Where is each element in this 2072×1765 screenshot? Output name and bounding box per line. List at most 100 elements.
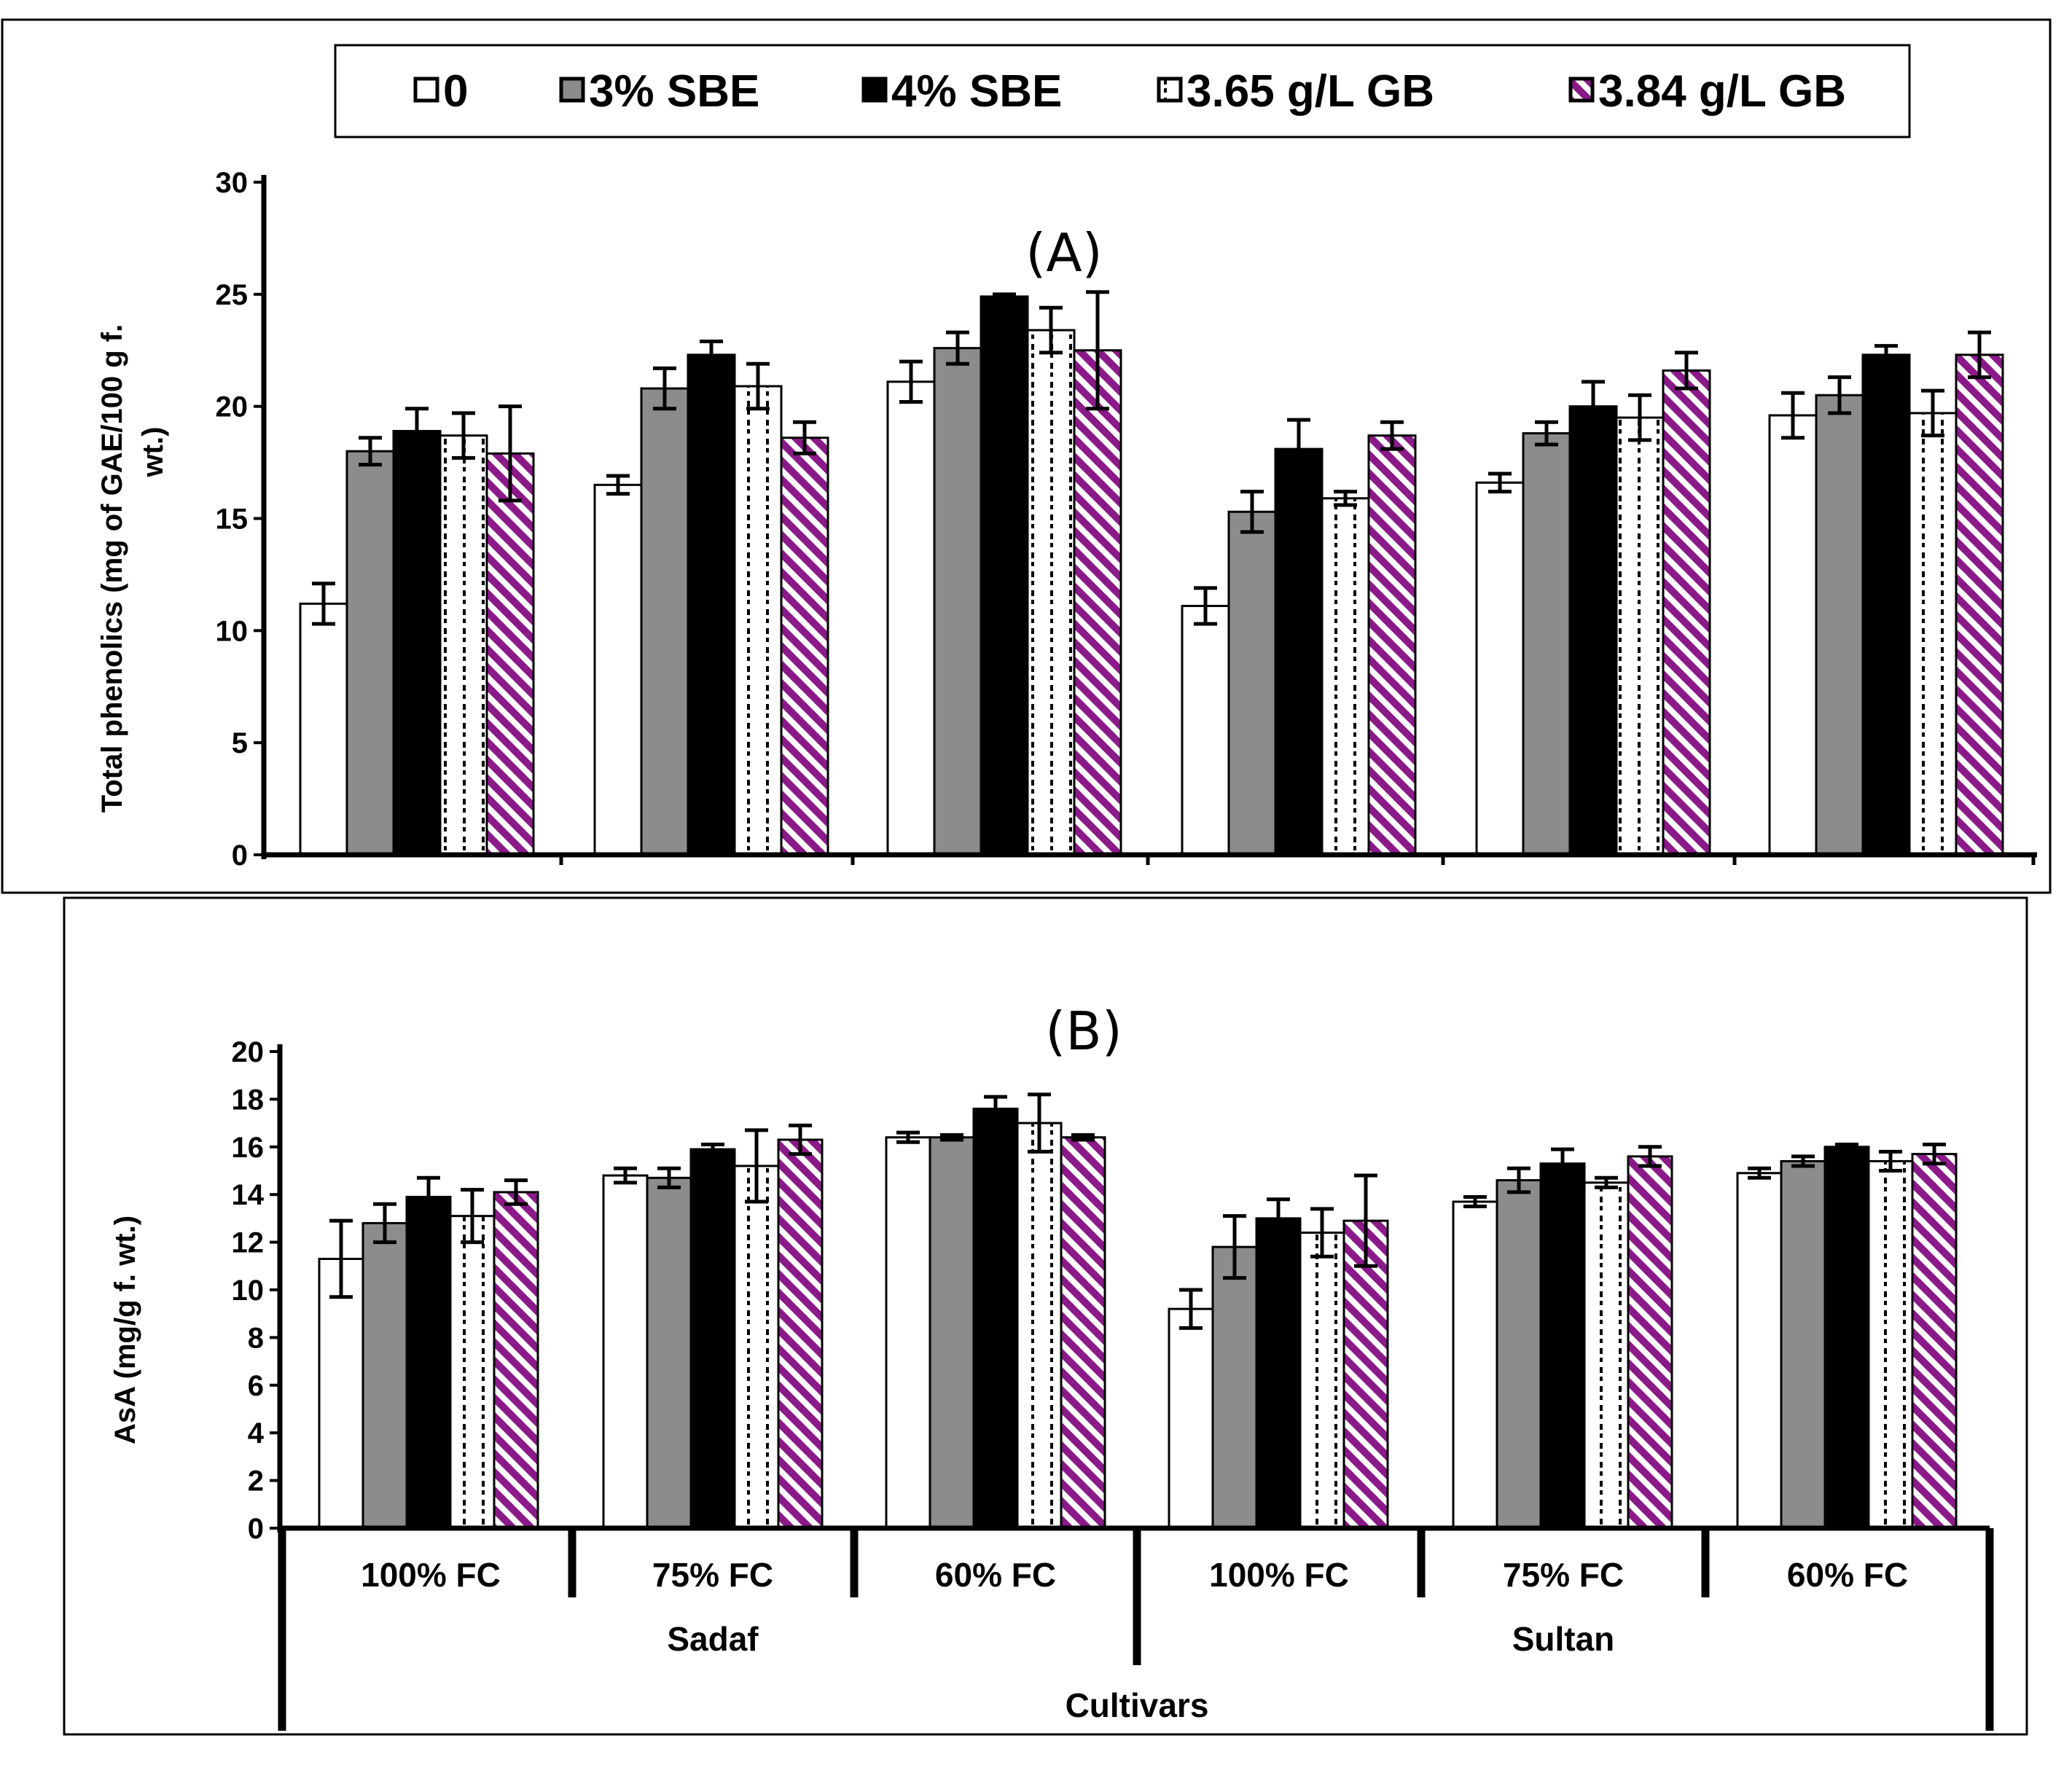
chart-a-bar <box>1662 369 1711 856</box>
chart-a-error-bar <box>993 292 1016 301</box>
chart-a-bar <box>1227 510 1277 856</box>
chart-a-error-bar <box>499 404 522 503</box>
chart-a-y-tick-label: 5 <box>232 727 248 759</box>
chart-b-y-tick-label: 6 <box>248 1370 264 1402</box>
chart-b-error-bar <box>1791 1154 1815 1168</box>
category-label-fc: 60% FC <box>1787 1556 1908 1594</box>
chart-b-bar <box>493 1191 539 1530</box>
category-label-cultivar: Sultan <box>1512 1620 1615 1658</box>
chart-a-bar <box>1568 405 1618 856</box>
chart-a-bar <box>485 452 535 856</box>
chart-a-bar <box>780 437 829 856</box>
chart-b-error-bar <box>1748 1166 1771 1180</box>
chart-b-error-bar <box>1507 1166 1530 1194</box>
chart-b-error-bar <box>1551 1147 1574 1180</box>
chart-b-bar <box>1867 1159 1914 1530</box>
chart-a-error-bar <box>359 436 382 467</box>
chart-a-error-bar <box>1781 391 1805 440</box>
chart-b-bar <box>646 1176 692 1530</box>
chart-a-bar <box>933 347 982 856</box>
chart-b-y-tick-label: 20 <box>232 1036 265 1068</box>
chart-b-bar <box>733 1165 780 1530</box>
chart-a-error-bar <box>899 359 923 404</box>
chart-a-y-tick-label: 25 <box>216 279 249 311</box>
chart-b-error-bar <box>701 1143 724 1157</box>
chart-a-y-tick-label: 20 <box>216 391 249 423</box>
chart-a-error-bar <box>793 420 816 455</box>
chart-a-error-bar <box>606 474 630 496</box>
chart-b-bar <box>1539 1162 1586 1530</box>
chart-b-error-bar <box>417 1175 440 1218</box>
chart-a-y-tick-label: 30 <box>216 167 249 199</box>
chart-b-bar <box>1168 1307 1214 1530</box>
chart-b-error-bar <box>984 1095 1007 1123</box>
chart-a-error-bar <box>1287 418 1310 480</box>
chart-b-error-bar <box>1179 1288 1203 1330</box>
panel-b-label: (B) <box>1045 1001 1122 1062</box>
legend-swatch-sbe4 <box>861 77 888 103</box>
chart-a-error-bar <box>1380 420 1404 451</box>
chart-a-error-bar <box>1675 351 1698 391</box>
chart-a-bar <box>439 434 488 856</box>
chart-b-bar <box>449 1215 496 1530</box>
chart-b-error-bar <box>745 1128 768 1204</box>
chart-a-bar <box>1073 349 1122 856</box>
chart-a-error-bar <box>700 339 723 370</box>
chart-b-bar <box>602 1174 649 1530</box>
chart-b-bar <box>777 1138 824 1530</box>
legend-swatch-gb365 <box>1157 77 1183 103</box>
chart-a-error-bar <box>1921 388 1944 438</box>
chart-b-error-bar <box>1463 1194 1487 1209</box>
legend-label-sbe4: 4% SBE <box>891 66 1062 117</box>
chart-a-bar <box>886 380 936 856</box>
chart-a-bar <box>1274 447 1324 856</box>
chart-b-bar <box>929 1136 975 1530</box>
category-label-fc: 75% FC <box>652 1556 773 1594</box>
category-label-fc: 60% FC <box>935 1556 1056 1594</box>
panel-a-y-axis-title: Total phenolics (mg of GAE/100 g f. <box>96 324 128 813</box>
chart-b-bar <box>1211 1245 1258 1530</box>
chart-b-error-bar <box>373 1202 396 1245</box>
panel-a-label: (A) <box>1025 222 1102 283</box>
chart-b-y-tick-label: 16 <box>232 1132 265 1164</box>
chart-a-bar <box>1475 481 1525 856</box>
chart-b: 0 2 4 6 8 10 12 14 16 18 20 <box>232 1036 1990 1545</box>
chart-a-error-bar <box>1874 344 1898 366</box>
chart-a-bar <box>345 450 395 856</box>
chart-a-bar <box>1026 329 1076 856</box>
chart-a-bar <box>1522 432 1571 856</box>
chart-b-error-bar <box>896 1130 920 1144</box>
chart-a-error-bar <box>1828 375 1851 415</box>
chart-a-error-bar <box>1628 393 1651 442</box>
x-axis-title: Cultivars <box>1066 1686 1209 1724</box>
chart-b-bar <box>1016 1122 1063 1530</box>
legend-label-0: 0 <box>443 66 468 117</box>
chart-a: 0 5 10 15 20 25 30 <box>216 167 2037 872</box>
chart-a-error-bar <box>312 582 335 626</box>
chart-a-bar <box>1367 434 1417 856</box>
category-label-fc: 75% FC <box>1503 1556 1624 1594</box>
category-label-fc: 100% FC <box>1209 1556 1349 1594</box>
chart-b-error-bar <box>1879 1149 1902 1173</box>
chart-a-error-bar <box>1086 290 1109 411</box>
chart-b-bar <box>1583 1181 1630 1530</box>
chart-b-bar <box>1060 1136 1106 1530</box>
panel-a-y-axis-title-line2: wt.) <box>137 427 169 478</box>
chart-b-error-bar <box>461 1188 484 1245</box>
chart-b-y-tick-label: 2 <box>248 1465 264 1498</box>
chart-a-bar <box>1321 497 1370 856</box>
chart-b-bar <box>1299 1232 1345 1530</box>
chart-a-bar <box>392 430 442 856</box>
chart-b-error-bar <box>504 1178 528 1206</box>
chart-b-y-tick-label: 4 <box>248 1417 265 1449</box>
chart-b-error-bar <box>789 1123 812 1157</box>
panel-b-frame <box>63 896 2028 1736</box>
chart-b-bar <box>972 1107 1019 1530</box>
chart-b-bar <box>1627 1155 1673 1530</box>
legend-label-gb384: 3.84 g/L GB <box>1598 66 1846 117</box>
chart-b-bar <box>405 1195 452 1530</box>
chart-a-error-bar <box>1582 380 1605 434</box>
chart-b-y-tick-label: 14 <box>232 1179 265 1211</box>
chart-a-error-bar <box>1968 330 1991 380</box>
